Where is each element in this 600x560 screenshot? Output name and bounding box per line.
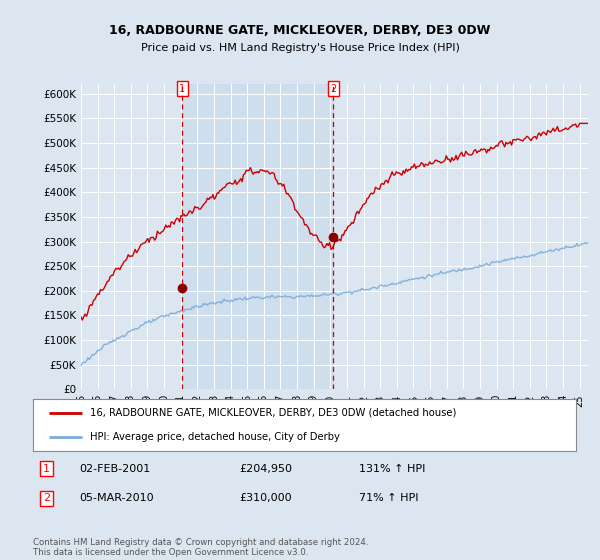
Text: £310,000: £310,000 bbox=[239, 493, 292, 503]
Bar bbox=[182, 84, 334, 389]
Text: Price paid vs. HM Land Registry's House Price Index (HPI): Price paid vs. HM Land Registry's House … bbox=[140, 43, 460, 53]
Text: 16, RADBOURNE GATE, MICKLEOVER, DERBY, DE3 0DW (detached house): 16, RADBOURNE GATE, MICKLEOVER, DERBY, D… bbox=[90, 408, 457, 418]
Text: 02-FEB-2001: 02-FEB-2001 bbox=[79, 464, 151, 474]
Text: 1: 1 bbox=[179, 84, 185, 94]
Text: 05-MAR-2010: 05-MAR-2010 bbox=[79, 493, 154, 503]
Text: HPI: Average price, detached house, City of Derby: HPI: Average price, detached house, City… bbox=[90, 432, 340, 442]
Text: £204,950: £204,950 bbox=[239, 464, 292, 474]
Text: 2: 2 bbox=[330, 84, 337, 94]
Text: 2: 2 bbox=[43, 493, 50, 503]
Text: 16, RADBOURNE GATE, MICKLEOVER, DERBY, DE3 0DW: 16, RADBOURNE GATE, MICKLEOVER, DERBY, D… bbox=[109, 24, 491, 38]
Text: 1: 1 bbox=[43, 464, 50, 474]
Text: 131% ↑ HPI: 131% ↑ HPI bbox=[359, 464, 425, 474]
Text: 71% ↑ HPI: 71% ↑ HPI bbox=[359, 493, 418, 503]
Text: Contains HM Land Registry data © Crown copyright and database right 2024.
This d: Contains HM Land Registry data © Crown c… bbox=[33, 538, 368, 557]
